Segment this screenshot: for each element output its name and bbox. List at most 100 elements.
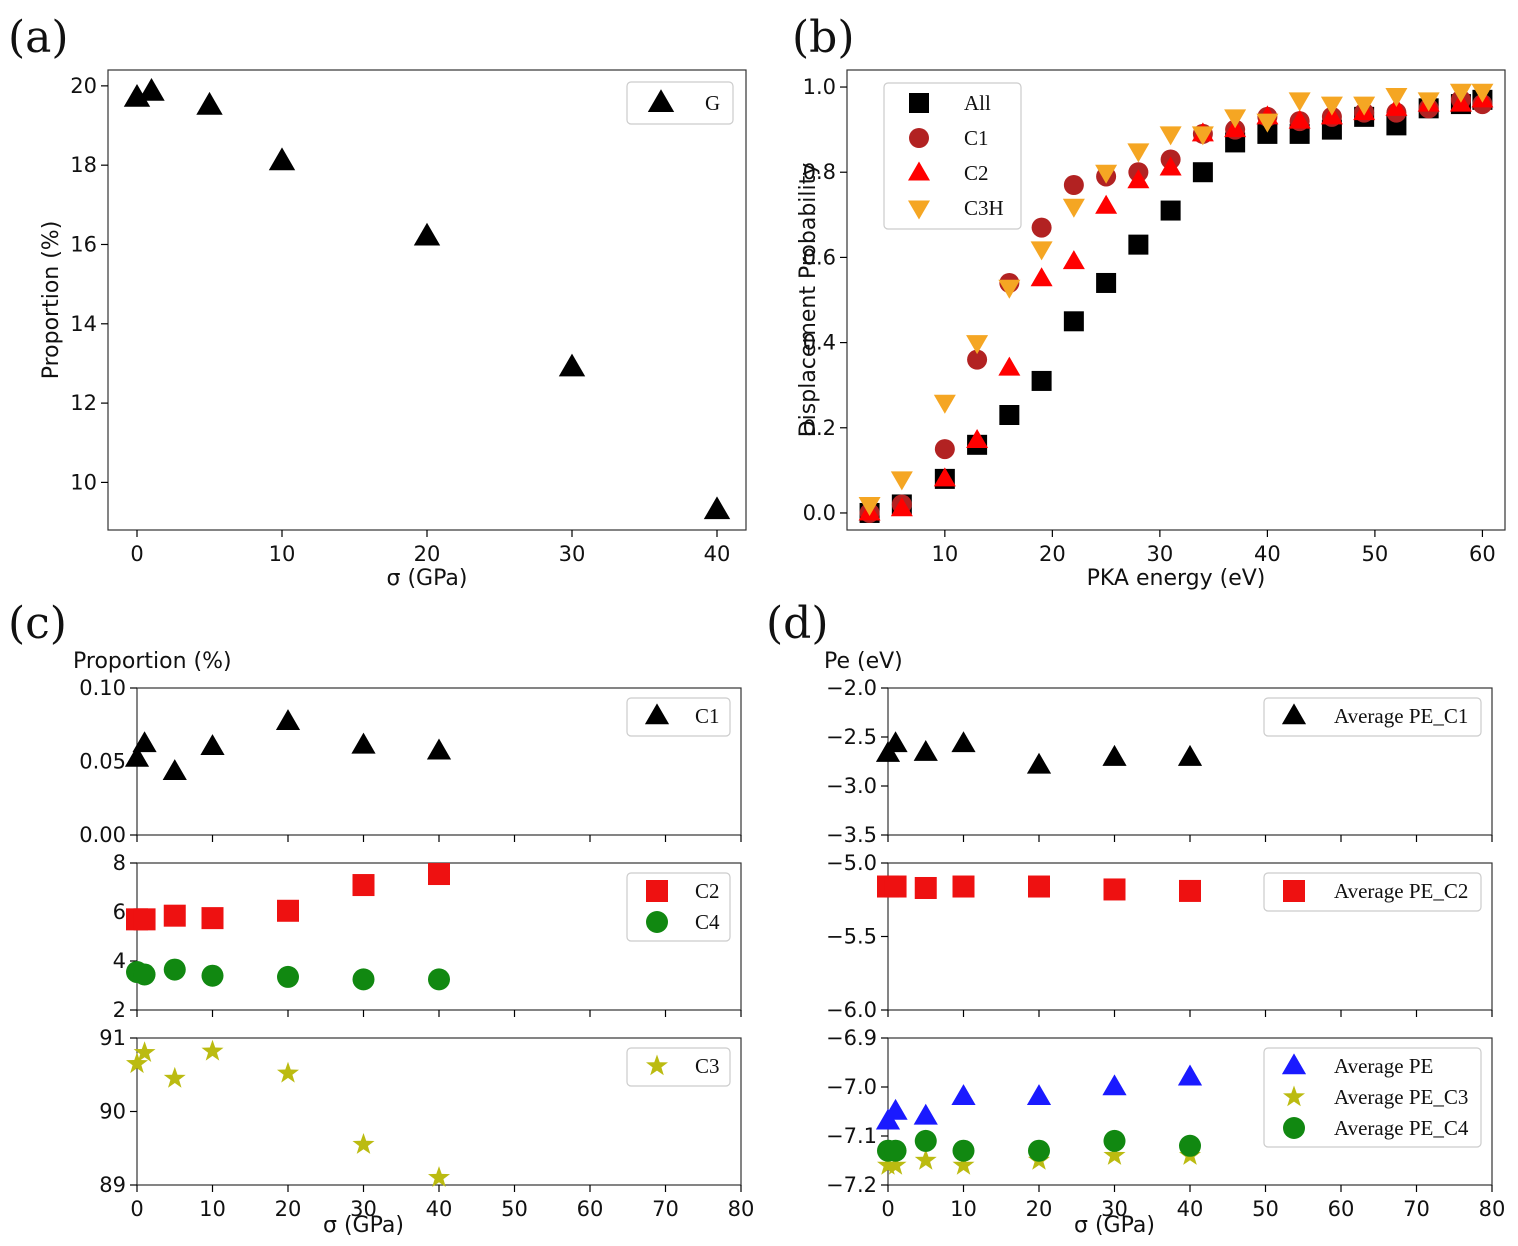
y-axis-label: Pe (eV): [824, 649, 903, 674]
legend: C1: [626, 697, 731, 737]
x-tick-label: 50: [1252, 1197, 1279, 1221]
data-point: [1159, 126, 1182, 146]
series-c3: [126, 1039, 450, 1187]
y-tick-label: 14: [70, 312, 97, 336]
y-tick-label: 91: [99, 1026, 126, 1050]
y-tick-label: 2: [113, 998, 126, 1022]
data-point: [952, 875, 975, 898]
legend: All C1 C2 C3H: [883, 82, 1022, 230]
legend-frame: [1263, 1047, 1482, 1148]
x-tick-label: 10: [950, 1197, 977, 1221]
legend-marker: [1283, 880, 1305, 902]
legend-label: C4: [695, 910, 720, 934]
data-point: [1288, 92, 1311, 112]
data-point: [933, 467, 956, 487]
y-tick-label: 0.8: [803, 160, 836, 184]
data-point: [163, 1066, 186, 1088]
data-point: [1127, 169, 1150, 189]
data-point: [883, 1098, 908, 1120]
legend-marker: [908, 161, 930, 181]
data-point: [998, 279, 1021, 299]
legend-label: C3H: [964, 196, 1004, 220]
data-point: [1030, 241, 1053, 261]
data-point: [1095, 164, 1118, 184]
data-point: [201, 907, 224, 930]
x-tick-label: 0: [130, 1197, 143, 1221]
y-tick-label: −3.0: [826, 774, 877, 798]
data-point: [1026, 752, 1052, 774]
data-point: [999, 405, 1020, 425]
legend-marker: [1283, 1085, 1305, 1107]
legend-label: C1: [695, 704, 720, 728]
legend-label: C1: [964, 126, 989, 150]
y-tick-label: −7.2: [826, 1173, 877, 1197]
data-point: [1192, 162, 1213, 183]
y-axis-label: Displacement Probability: [796, 163, 821, 438]
legend-frame: [1263, 872, 1482, 912]
y-tick-label: 0.2: [803, 416, 836, 440]
legend-frame: [1263, 697, 1482, 737]
data-point: [352, 968, 375, 991]
y-tick-label: 12: [70, 391, 97, 415]
legend-marker: [646, 1054, 668, 1076]
x-tick-label: 10: [269, 542, 296, 566]
data-point: [201, 964, 224, 987]
data-point: [1103, 1144, 1126, 1165]
series-c4: [126, 958, 450, 991]
x-axis-label: σ (GPa): [1074, 1213, 1155, 1238]
data-point: [138, 78, 165, 101]
data-point: [1191, 126, 1214, 146]
legend-marker: [644, 703, 670, 725]
y-tick-label: −7.0: [826, 1075, 877, 1099]
legend-label: Average PE_C4: [1334, 1116, 1469, 1140]
data-point: [890, 471, 913, 491]
x-tick-label: 10: [931, 542, 958, 566]
panel-label: (a): [8, 12, 69, 63]
data-point: [966, 335, 989, 355]
data-point: [1256, 113, 1279, 133]
panel-d-subplot-2: −6.0 −5.5 −5.0 Average PE_C2: [826, 851, 1493, 1022]
data-point: [933, 394, 956, 414]
y-tick-label: −7.1: [826, 1124, 877, 1148]
x-tick-label: 50: [1362, 542, 1389, 566]
x-tick-label: 50: [501, 1197, 528, 1221]
x-tick-label: 30: [350, 1197, 377, 1221]
data-point: [1288, 109, 1311, 129]
y-tick-label: −3.5: [826, 823, 877, 847]
y-tick-label: 90: [99, 1100, 126, 1124]
x-tick-label: 20: [1039, 542, 1066, 566]
legend-marker: [647, 89, 675, 112]
y-tick-label: 89: [99, 1173, 126, 1197]
data-point: [1160, 200, 1181, 221]
data-point: [1028, 875, 1050, 898]
data-point: [1471, 83, 1494, 103]
data-point: [275, 709, 301, 731]
data-point: [1095, 194, 1118, 214]
data-point: [277, 1061, 299, 1083]
x-tick-label: 70: [1403, 1197, 1430, 1221]
series-c1: [124, 709, 452, 781]
data-point: [952, 1139, 975, 1162]
data-point: [558, 353, 586, 377]
data-point: [1417, 92, 1440, 112]
data-point: [884, 875, 907, 898]
legend: Average PE_C2: [1263, 872, 1482, 912]
y-tick-label: 1.0: [803, 75, 836, 99]
series-average-pe-c2: [877, 875, 1201, 902]
data-point: [132, 731, 157, 753]
series-c3h: [858, 83, 1494, 516]
y-tick-label: 6: [113, 900, 126, 924]
data-point: [201, 1039, 224, 1061]
data-point: [428, 863, 450, 886]
data-point: [966, 429, 989, 449]
data-point: [913, 1103, 938, 1125]
x-tick-label: 30: [559, 542, 586, 566]
data-point: [1128, 234, 1149, 255]
legend-marker: [1281, 703, 1307, 725]
data-point: [1103, 1129, 1126, 1152]
x-tick-label: 40: [426, 1197, 453, 1221]
data-point: [1062, 198, 1085, 218]
data-point: [352, 1133, 375, 1154]
